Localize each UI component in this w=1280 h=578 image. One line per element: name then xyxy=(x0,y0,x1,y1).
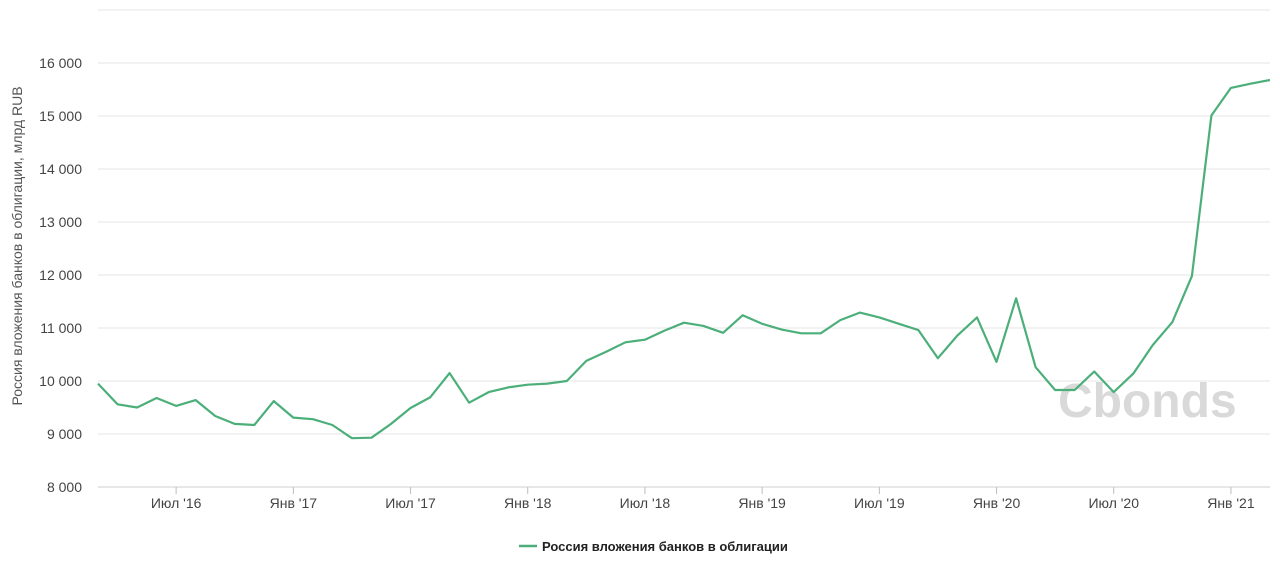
y-axis: 8 000 9 000 10 000 11 000 12 000 13 000 14 000… xyxy=(39,55,82,495)
data-point[interactable] xyxy=(739,311,747,319)
legend[interactable]: Россия вложения банков в облигации xyxy=(519,539,788,554)
data-point[interactable] xyxy=(543,380,551,388)
data-point[interactable] xyxy=(153,394,161,402)
y-tick-label: 11 000 xyxy=(40,320,82,336)
y-tick-label: 16 000 xyxy=(39,55,82,71)
data-point[interactable] xyxy=(895,320,903,328)
y-tick-label: 8 000 xyxy=(47,479,82,495)
data-point[interactable] xyxy=(446,369,454,377)
data-point[interactable] xyxy=(563,377,571,385)
data-point[interactable] xyxy=(602,348,610,356)
x-tick-label: Июл '19 xyxy=(854,495,905,511)
data-point[interactable] xyxy=(1207,112,1215,120)
x-tick-label: Янв '17 xyxy=(270,495,318,511)
data-point[interactable] xyxy=(524,381,532,389)
data-point[interactable] xyxy=(270,397,278,405)
data-point[interactable] xyxy=(954,331,962,339)
data-point[interactable] xyxy=(817,329,825,337)
data-point[interactable] xyxy=(211,412,219,420)
data-point[interactable] xyxy=(1149,341,1157,349)
data-point[interactable] xyxy=(368,434,376,442)
y-tick-label: 10 000 xyxy=(39,373,82,389)
legend-label[interactable]: Россия вложения банков в облигации xyxy=(542,539,788,554)
data-point[interactable] xyxy=(328,421,336,429)
data-point[interactable] xyxy=(973,313,981,321)
data-point[interactable] xyxy=(348,434,356,442)
data-point[interactable] xyxy=(1266,76,1274,84)
data-point[interactable] xyxy=(94,380,102,388)
data-point[interactable] xyxy=(114,400,122,408)
data-point[interactable] xyxy=(914,326,922,334)
watermark-logo: Cbonds xyxy=(1058,375,1237,428)
data-point[interactable] xyxy=(758,320,766,328)
y-tick-label: 12 000 xyxy=(39,267,82,283)
data-point[interactable] xyxy=(1168,318,1176,326)
x-tick-label: Июл '20 xyxy=(1088,495,1139,511)
x-tick-label: Янв '18 xyxy=(504,495,552,511)
data-point[interactable] xyxy=(700,322,708,330)
data-point[interactable] xyxy=(1032,363,1040,371)
data-point[interactable] xyxy=(1090,368,1098,376)
data-point[interactable] xyxy=(1071,386,1079,394)
data-point[interactable] xyxy=(1110,388,1118,396)
x-tick-label: Янв '19 xyxy=(738,495,786,511)
data-point[interactable] xyxy=(1012,294,1020,302)
data-point[interactable] xyxy=(172,402,180,410)
x-tick-label: Янв '20 xyxy=(973,495,1021,511)
data-point[interactable] xyxy=(661,327,669,335)
data-point[interactable] xyxy=(1227,84,1235,92)
data-point[interactable] xyxy=(309,415,317,423)
y-tick-label: 9 000 xyxy=(47,426,82,442)
data-point[interactable] xyxy=(1247,80,1255,88)
data-point[interactable] xyxy=(1051,386,1059,394)
series-line[interactable] xyxy=(97,78,1271,440)
data-point[interactable] xyxy=(621,338,629,346)
data-point[interactable] xyxy=(231,420,239,428)
y-axis-label: Россия вложения банков в облигации, млрд… xyxy=(9,86,25,405)
data-point[interactable] xyxy=(485,388,493,396)
data-point[interactable] xyxy=(289,414,297,422)
data-point[interactable] xyxy=(1188,272,1196,280)
data-point[interactable] xyxy=(875,313,883,321)
x-tick-label: Янв '21 xyxy=(1207,495,1255,511)
data-point[interactable] xyxy=(680,319,688,327)
data-point[interactable] xyxy=(993,358,1001,366)
data-point[interactable] xyxy=(426,393,434,401)
series-layer xyxy=(94,76,1274,442)
data-point[interactable] xyxy=(778,326,786,334)
data-point[interactable] xyxy=(641,336,649,344)
data-point[interactable] xyxy=(856,309,864,317)
data-point[interactable] xyxy=(719,329,727,337)
data-point[interactable] xyxy=(133,404,141,412)
data-point[interactable] xyxy=(387,420,395,428)
x-tick-label: Июл '16 xyxy=(151,495,202,511)
x-tick-label: Июл '17 xyxy=(385,495,436,511)
x-tick-label: Июл '18 xyxy=(620,495,671,511)
y-tick-label: 14 000 xyxy=(39,161,82,177)
data-point[interactable] xyxy=(1129,370,1137,378)
data-point[interactable] xyxy=(797,329,805,337)
data-point[interactable] xyxy=(836,316,844,324)
x-axis: Июл '16 Янв '17 Июл '17 Янв '18 Июл '18 Янв '… xyxy=(151,487,1255,511)
data-point[interactable] xyxy=(582,357,590,365)
data-point[interactable] xyxy=(504,383,512,391)
data-point[interactable] xyxy=(465,399,473,407)
data-point[interactable] xyxy=(250,421,258,429)
data-point[interactable] xyxy=(407,404,415,412)
y-tick-label: 13 000 xyxy=(39,214,82,230)
data-point[interactable] xyxy=(934,354,942,362)
y-tick-label: 15 000 xyxy=(39,108,82,124)
data-point[interactable] xyxy=(192,396,200,404)
